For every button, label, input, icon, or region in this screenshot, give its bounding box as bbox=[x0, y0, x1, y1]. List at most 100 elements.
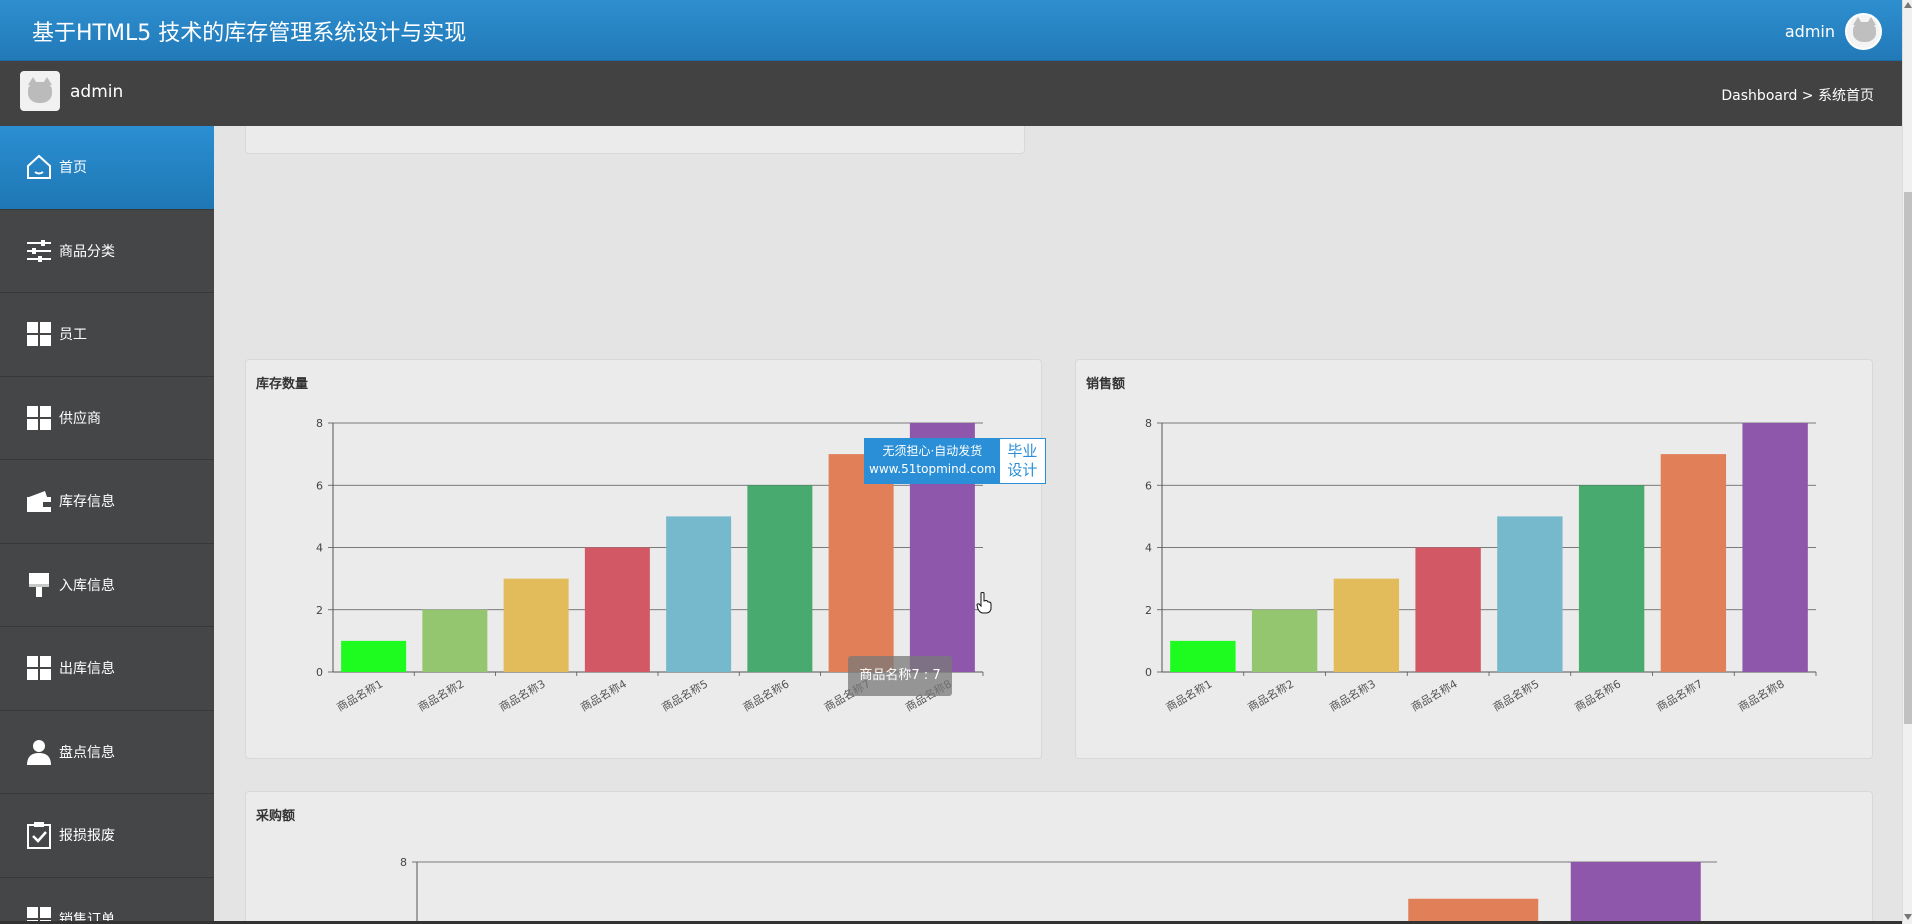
app-title: 基于HTML5 技术的库存管理系统设计与实现 bbox=[32, 21, 467, 46]
y-tick-label: 2 bbox=[316, 604, 323, 617]
sidebar-item-stock-in[interactable]: 入库信息 bbox=[0, 544, 214, 627]
scroll-thumb[interactable] bbox=[1904, 192, 1912, 724]
chart-bar bbox=[747, 485, 813, 672]
chart-panel-purchase: 采购额 68 bbox=[245, 791, 1873, 924]
x-tick-label: 商品名称4 bbox=[578, 676, 629, 714]
sub-user-name: admin bbox=[70, 82, 124, 102]
sidebar-item-label: 首页 bbox=[59, 160, 87, 177]
x-tick-label: 商品名称6 bbox=[1572, 676, 1623, 714]
watermark-badge1: 毕业 bbox=[1007, 442, 1038, 460]
sidebar-item-stocktake[interactable]: 盘点信息 bbox=[0, 711, 214, 794]
chart-stock: 0 2 4 6 8 商品名称1 商品名称2 商品名称3 商品名称4 商品名称5 商品名称6 商品名称7… bbox=[316, 417, 984, 714]
brush-icon bbox=[25, 571, 53, 599]
chart-panel-sales: 销售额 0 2 4 6 8 商品名称1 商品名称2 商品名称3 商品名称4 商品名称5 商品名称6 商… bbox=[1075, 359, 1873, 759]
chart-bar bbox=[422, 609, 488, 672]
x-tick-label: 商品名称4 bbox=[1408, 676, 1459, 714]
grid-icon bbox=[25, 404, 53, 432]
y-tick-label: 4 bbox=[1145, 542, 1152, 555]
top-panel bbox=[245, 126, 1025, 154]
chart-title: 库存数量 bbox=[256, 377, 309, 392]
sidebar-item-home[interactable]: 首页 bbox=[0, 126, 214, 210]
sidebar-item-label: 库存信息 bbox=[59, 494, 115, 511]
chart-title: 销售额 bbox=[1086, 377, 1126, 392]
grid-icon bbox=[25, 320, 53, 348]
breadcrumb: Dashboard > 系统首页 bbox=[1721, 88, 1874, 104]
chart-bar bbox=[503, 578, 569, 672]
chart-bar bbox=[1578, 485, 1645, 672]
x-tick-label: 商品名称8 bbox=[1735, 676, 1786, 714]
watermark-line1: 无须担心·自动发货 bbox=[882, 444, 983, 458]
cat-avatar-icon bbox=[1853, 16, 1876, 42]
home-icon bbox=[25, 153, 53, 181]
page-scrollbar[interactable] bbox=[1902, 0, 1912, 924]
y-tick-label: 0 bbox=[316, 666, 323, 679]
sidebar-item-label: 销售订单 bbox=[59, 911, 115, 924]
chart-title: 采购额 bbox=[256, 809, 296, 824]
chart-bar bbox=[1415, 547, 1481, 672]
x-tick-label: 商品名称5 bbox=[1490, 676, 1541, 714]
chart-bar bbox=[1570, 862, 1701, 924]
top-user-name[interactable]: admin bbox=[1784, 21, 1835, 41]
x-tick-label: 商品名称5 bbox=[659, 676, 710, 714]
chart-bar bbox=[1497, 516, 1563, 672]
scroll-up-arrow-icon[interactable] bbox=[1904, 2, 1912, 8]
x-tick-label: 商品名称2 bbox=[415, 676, 466, 714]
x-tick-label: 商品名称6 bbox=[740, 676, 791, 714]
sidebar-item-label: 盘点信息 bbox=[59, 744, 115, 761]
watermark-badge: 无须担心·自动发货 www.51topmind.com 毕业 设计 bbox=[864, 438, 1046, 484]
sidebar-item-label: 供应商 bbox=[59, 410, 101, 427]
sidebar-item-category[interactable]: 商品分类 bbox=[0, 210, 214, 293]
sidebar: 首页 商品分类 员工 供应商 库存信息 入库信息 出库信息 bbox=[0, 126, 214, 924]
wallet-icon bbox=[25, 487, 53, 515]
y-tick-label: 0 bbox=[1145, 666, 1152, 679]
sliders-icon bbox=[25, 237, 53, 265]
clipboard-check-icon bbox=[25, 821, 53, 850]
chart-bar bbox=[1251, 609, 1318, 672]
sidebar-item-inventory[interactable]: 库存信息 bbox=[0, 460, 214, 544]
sidebar-item-damage[interactable]: 报损报废 bbox=[0, 794, 214, 878]
top-header: 基于HTML5 技术的库存管理系统设计与实现 admin bbox=[0, 0, 1902, 61]
chart-bar bbox=[584, 547, 650, 672]
x-tick-label: 商品名称3 bbox=[496, 676, 547, 714]
x-tick-label: 商品名称1 bbox=[334, 676, 385, 714]
x-tick-label: 商品名称3 bbox=[1327, 676, 1378, 714]
watermark-text: 无须担心·自动发货 www.51topmind.com bbox=[865, 439, 1000, 483]
chart-bar bbox=[1333, 578, 1400, 672]
watermark-badge-text: 毕业 设计 bbox=[999, 439, 1045, 483]
avatar[interactable] bbox=[1845, 12, 1882, 50]
y-tick-label: 4 bbox=[316, 542, 323, 555]
y-tick-label: 8 bbox=[316, 417, 323, 430]
chart-panel-stock: 库存数量 0 2 4 6 8 商品名称1 商品名称2 商品名称3 商品名称4 商品名称5 商品名称6… bbox=[245, 359, 1042, 759]
y-tick-label: 6 bbox=[1145, 479, 1152, 492]
chart-bar bbox=[1170, 640, 1236, 672]
watermark-line2: www.51topmind.com bbox=[869, 462, 996, 476]
x-tick-label: 商品名称7 bbox=[1654, 676, 1705, 714]
chart-bar bbox=[341, 640, 407, 672]
watermark-badge2: 设计 bbox=[1007, 461, 1038, 479]
sidebar-item-label: 员工 bbox=[59, 327, 87, 344]
main-content: 库存数量 0 2 4 6 8 商品名称1 商品名称2 商品名称3 商品名称4 商品名称5 商品名称6… bbox=[214, 126, 1902, 924]
chart-sales: 0 2 4 6 8 商品名称1 商品名称2 商品名称3 商品名称4 商品名称5 商品名称6 商品名称7… bbox=[1145, 417, 1817, 714]
x-tick-label: 商品名称1 bbox=[1163, 676, 1214, 714]
chart-purchase: 68 bbox=[400, 856, 1717, 924]
y-tick-label: 2 bbox=[1145, 604, 1152, 617]
y-tick-label: 6 bbox=[316, 479, 323, 492]
chart-bar bbox=[1660, 454, 1727, 672]
chart-bar bbox=[828, 454, 894, 672]
sidebar-item-sales-order[interactable]: 销售订单 bbox=[0, 878, 214, 924]
top-user-menu[interactable]: admin bbox=[1785, 12, 1902, 50]
chart-bar bbox=[1408, 898, 1539, 924]
sidebar-item-label: 入库信息 bbox=[59, 577, 115, 594]
sub-header: admin Dashboard > 系统首页 bbox=[0, 61, 1902, 126]
scroll-down-arrow-icon[interactable] bbox=[1904, 914, 1912, 920]
sidebar-item-label: 商品分类 bbox=[59, 243, 115, 260]
sidebar-item-stock-out[interactable]: 出库信息 bbox=[0, 627, 214, 711]
x-tick-label: 商品名称2 bbox=[1245, 676, 1296, 714]
bottom-edge bbox=[0, 921, 1902, 924]
chart-bar bbox=[666, 516, 732, 672]
sidebar-item-staff[interactable]: 员工 bbox=[0, 293, 214, 377]
sidebar-item-supplier[interactable]: 供应商 bbox=[0, 377, 214, 460]
user-icon bbox=[25, 738, 53, 766]
y-tick-label: 8 bbox=[400, 856, 407, 869]
hand-cursor-icon bbox=[976, 592, 992, 614]
